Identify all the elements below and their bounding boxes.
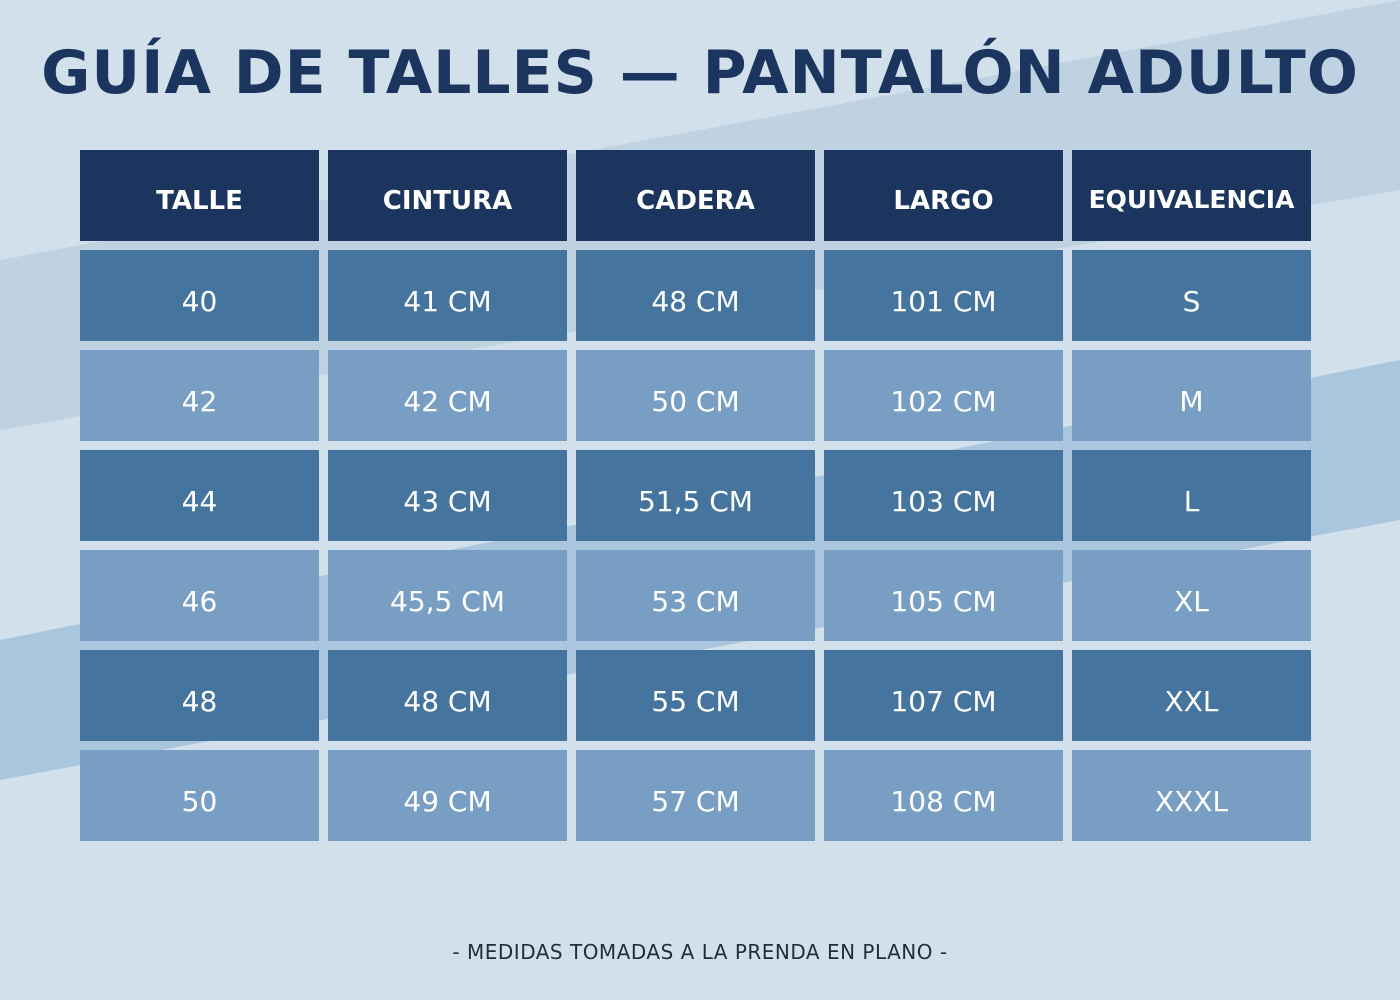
header-equivalencia: EQUIVALENCIA	[1072, 150, 1311, 241]
cell-cintura: 49 CM	[328, 750, 567, 841]
cell-cintura: 42 CM	[328, 350, 567, 441]
header-cintura: CINTURA	[328, 150, 567, 241]
cell-cintura: 45,5 CM	[328, 550, 567, 641]
cell-equivalencia: XXL	[1072, 650, 1311, 741]
cell-cintura: 41 CM	[328, 250, 567, 341]
header-cadera: CADERA	[576, 150, 815, 241]
cell-equivalencia: XXXL	[1072, 750, 1311, 841]
cell-largo: 101 CM	[824, 250, 1063, 341]
size-table: TALLE CINTURA CADERA LARGO EQUIVALENCIA …	[80, 150, 1311, 841]
cell-largo: 105 CM	[824, 550, 1063, 641]
cell-cintura: 43 CM	[328, 450, 567, 541]
header-talle: TALLE	[80, 150, 319, 241]
cell-talle: 46	[80, 550, 319, 641]
cell-equivalencia: M	[1072, 350, 1311, 441]
cell-cadera: 48 CM	[576, 250, 815, 341]
cell-largo: 107 CM	[824, 650, 1063, 741]
cell-largo: 103 CM	[824, 450, 1063, 541]
cell-cadera: 53 CM	[576, 550, 815, 641]
cell-talle: 50	[80, 750, 319, 841]
cell-largo: 108 CM	[824, 750, 1063, 841]
cell-cadera: 55 CM	[576, 650, 815, 741]
cell-talle: 40	[80, 250, 319, 341]
page-title: GUÍA DE TALLES — PANTALÓN ADULTO	[41, 38, 1359, 108]
footer-note: - MEDIDAS TOMADAS A LA PRENDA EN PLANO -	[452, 940, 948, 964]
cell-cadera: 57 CM	[576, 750, 815, 841]
cell-equivalencia: S	[1072, 250, 1311, 341]
cell-talle: 48	[80, 650, 319, 741]
cell-talle: 44	[80, 450, 319, 541]
cell-cintura: 48 CM	[328, 650, 567, 741]
cell-talle: 42	[80, 350, 319, 441]
cell-cadera: 50 CM	[576, 350, 815, 441]
cell-largo: 102 CM	[824, 350, 1063, 441]
header-largo: LARGO	[824, 150, 1063, 241]
cell-equivalencia: XL	[1072, 550, 1311, 641]
cell-cadera: 51,5 CM	[576, 450, 815, 541]
cell-equivalencia: L	[1072, 450, 1311, 541]
